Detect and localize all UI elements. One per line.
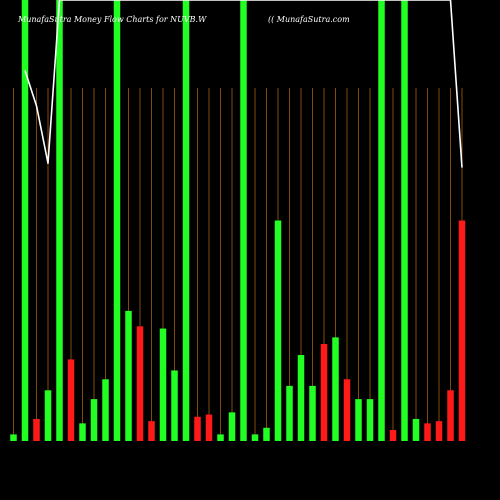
bar-25 [286, 385, 293, 441]
bar-4 [44, 390, 52, 441]
bar-37 [424, 423, 431, 441]
bar-7 [79, 423, 86, 441]
bar-38 [435, 421, 443, 441]
bar-15 [171, 370, 178, 441]
bar-29 [332, 337, 339, 441]
bar-11 [125, 310, 132, 441]
bar-17 [194, 416, 201, 441]
bar-5 [56, 0, 63, 441]
bar-14 [159, 328, 167, 441]
bar-1 [10, 434, 17, 441]
bar-13 [148, 421, 155, 441]
bar-33 [378, 0, 385, 441]
bar-26 [297, 355, 305, 441]
bar-39 [447, 390, 454, 441]
bar-20 [228, 412, 236, 441]
bar-8 [90, 399, 98, 441]
bar-22 [251, 434, 259, 441]
bar-3 [33, 418, 40, 441]
bar-10 [113, 0, 121, 441]
bar-30 [343, 379, 351, 441]
chart-header: MunafaSutra Money Flow Charts for NUVB.W… [17, 15, 350, 24]
chart-title: MunafaSutra Money Flow Charts for NUVB.W [17, 15, 207, 24]
bar-21 [240, 0, 247, 441]
site-name: (( MunafaSutra.com [268, 15, 350, 24]
bar-28 [320, 343, 328, 441]
bar-27 [309, 385, 316, 441]
bar-32 [366, 399, 374, 441]
bar-18 [205, 414, 213, 441]
bar-19 [217, 434, 224, 441]
bar-9 [102, 379, 109, 441]
bar-34 [389, 429, 397, 441]
bar-24 [274, 220, 282, 441]
bar-12 [136, 326, 144, 441]
bar-6 [67, 359, 75, 441]
bar-31 [355, 399, 362, 441]
bar-16 [182, 0, 190, 441]
bar-23 [263, 427, 270, 441]
bar-36 [412, 418, 420, 441]
bars [10, 0, 466, 441]
bar-2 [21, 0, 29, 441]
bar-40 [458, 220, 466, 441]
bar-35 [401, 0, 408, 441]
